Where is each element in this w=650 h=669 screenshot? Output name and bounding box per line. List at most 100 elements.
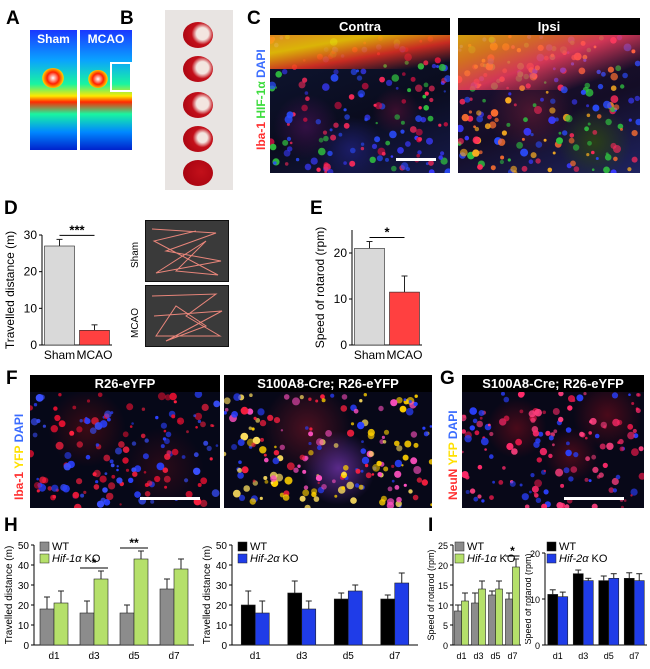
- cell-dot: [333, 443, 339, 448]
- cell-dot: [141, 407, 146, 411]
- cell-dot: [556, 502, 564, 508]
- cell-dot: [521, 137, 525, 141]
- cell-dot: [375, 121, 378, 125]
- cell-dot: [99, 420, 108, 428]
- cell-dot: [605, 118, 612, 126]
- cell-dot: [389, 130, 397, 139]
- cell-dot: [39, 476, 47, 484]
- significance-marker: **: [129, 536, 139, 550]
- cell-dot: [72, 491, 79, 498]
- x-tick-label: d1: [553, 651, 563, 661]
- cell-dot: [257, 408, 265, 416]
- cell-dot: [632, 428, 637, 434]
- cell-dot: [263, 476, 268, 480]
- cell-dot: [543, 489, 549, 495]
- x-tick-label: MCAO: [387, 348, 423, 362]
- cell-dot: [64, 452, 72, 459]
- cell-dot: [104, 410, 112, 418]
- cell-dot: [361, 456, 370, 465]
- cell-dot: [146, 480, 153, 486]
- panel-letter-d: D: [4, 198, 18, 219]
- neun-micrograph: S100A8-Cre; R26-eYFP: [462, 375, 644, 508]
- cell-dot: [585, 436, 588, 440]
- cell-dot: [482, 98, 486, 103]
- cell-dot: [343, 122, 350, 129]
- stain-hif1a: HIF-1α: [254, 81, 268, 122]
- cell-dot: [479, 416, 483, 420]
- cell-dot: [304, 504, 311, 508]
- cell-dot: [477, 164, 483, 170]
- cell-dot: [282, 139, 289, 146]
- cell-dot: [184, 478, 189, 483]
- mcao-track-trace: [151, 293, 223, 342]
- cell-dot: [349, 160, 356, 167]
- cell-dot: [107, 417, 111, 422]
- cell-dot: [427, 115, 434, 122]
- cell-dot: [421, 479, 428, 486]
- cell-dot: [200, 499, 208, 507]
- cell-dot: [355, 468, 361, 474]
- cell-dot: [391, 479, 395, 483]
- x-tick-label: d5: [343, 651, 355, 662]
- chart-d: 0 10 20 30 Travelled distance (m) Sham MCAO ***: [3, 222, 113, 362]
- cell-dot: [301, 104, 308, 112]
- bar-wt-d3: [79, 612, 95, 646]
- cell-dot: [286, 122, 290, 126]
- cell-dot: [263, 453, 267, 457]
- cell-dot: [487, 423, 491, 427]
- cell-dot: [95, 443, 100, 447]
- panel-letter-e: E: [310, 198, 323, 219]
- cell-dot: [508, 92, 512, 96]
- bar-hif-1-ko-d1: [461, 600, 469, 646]
- bar-hif-1-ko-d7: [512, 566, 520, 646]
- cell-dot: [259, 496, 263, 500]
- cell-dot: [115, 447, 122, 455]
- cell-dot: [186, 430, 189, 434]
- cell-dot: [499, 159, 504, 165]
- cell-dot: [540, 97, 544, 102]
- cell-dot: [164, 438, 170, 445]
- cell-dot: [341, 486, 346, 490]
- cell-dot: [315, 119, 321, 125]
- cell-dot: [635, 408, 641, 414]
- cell-dot: [110, 463, 115, 468]
- cell-dot: [490, 109, 499, 117]
- significance-marker: *: [510, 544, 515, 558]
- cell-dot: [444, 168, 450, 173]
- cell-dot: [232, 489, 241, 498]
- cell-dot: [429, 425, 432, 428]
- cell-dot: [329, 128, 333, 132]
- cell-dot: [173, 400, 177, 404]
- cell-dot: [428, 160, 434, 166]
- stain-yfp: YFP: [446, 442, 460, 469]
- panel-letter-i: I: [428, 515, 434, 536]
- cell-dot: [395, 86, 399, 90]
- cell-dot: [54, 414, 61, 422]
- cell-dot: [325, 430, 332, 437]
- cell-dot: [538, 431, 544, 437]
- x-tick-label: d5: [490, 651, 500, 661]
- cell-dot: [619, 446, 625, 452]
- cell-dot: [58, 393, 62, 397]
- cell-dot: [503, 415, 510, 422]
- y-axis-label: Speed of rotarod (rpm): [525, 553, 533, 644]
- cell-dot: [562, 130, 568, 136]
- cell-dot: [360, 68, 367, 75]
- cell-dot: [264, 480, 269, 484]
- cell-dot: [611, 477, 619, 486]
- x-tick-label: d5: [128, 651, 140, 662]
- cell-dot: [30, 450, 34, 458]
- stained-tract: [458, 30, 640, 90]
- cell-dot: [350, 147, 356, 154]
- cell-dot: [240, 432, 249, 441]
- cell-dot: [100, 497, 106, 503]
- mcao-track-label: MCAO: [130, 308, 141, 338]
- cell-dot: [35, 394, 44, 402]
- hotspot-graphic: [42, 68, 64, 88]
- panel-c-stain-label: Iba-1 HIF-1α DAPI: [254, 49, 268, 150]
- mcao-image-label: MCAO: [87, 32, 125, 46]
- cell-dot: [494, 117, 499, 123]
- cell-dot: [599, 443, 606, 450]
- cell-dot: [381, 435, 385, 439]
